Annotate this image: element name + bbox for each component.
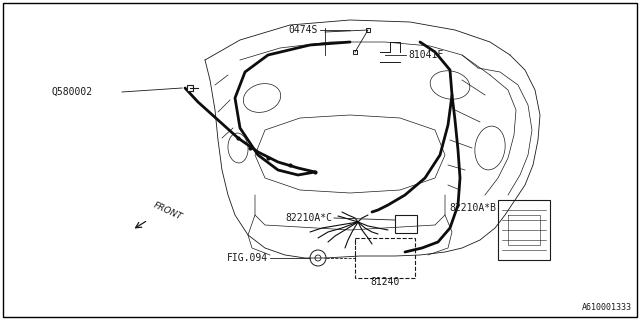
Bar <box>395 215 417 233</box>
Text: 82210A*C: 82210A*C <box>285 213 332 223</box>
Text: Q580002: Q580002 <box>52 87 93 97</box>
Text: A610001333: A610001333 <box>582 303 632 312</box>
Text: FIG.094: FIG.094 <box>227 253 268 263</box>
Text: 81041F: 81041F <box>408 50 444 60</box>
Bar <box>355 238 415 278</box>
Text: FRONT: FRONT <box>152 201 184 222</box>
Text: 81240: 81240 <box>371 277 400 287</box>
Text: 0474S: 0474S <box>289 25 318 35</box>
Text: 82210A*B: 82210A*B <box>449 203 496 213</box>
Bar <box>498 200 550 260</box>
